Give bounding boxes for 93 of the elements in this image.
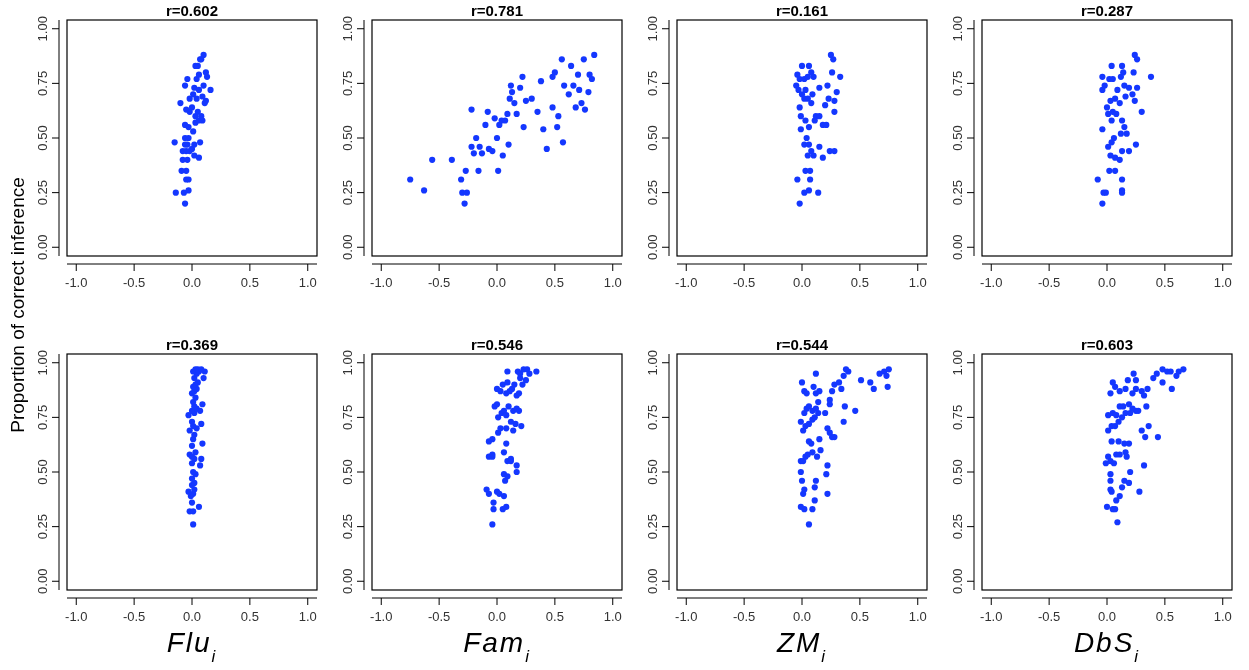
x-tick-label: -1.0: [65, 275, 88, 290]
y-tick-label: 1.00: [340, 16, 355, 42]
x-tick-label: -0.5: [732, 609, 756, 624]
y-tick-label: 1.00: [340, 350, 355, 376]
x-tick-label: 1.0: [1213, 609, 1232, 624]
x-tick-label: 0.0: [1097, 609, 1117, 624]
x-tick-label: 0.0: [792, 609, 812, 624]
y-tick-label: 0.75: [35, 70, 50, 97]
x-axis-title: DbS$_{i}$: [1073, 627, 1141, 666]
y-tick-label: 1.00: [645, 350, 660, 376]
x-tick-label: 0.5: [1155, 609, 1174, 624]
x-tick-label: -0.5: [122, 275, 146, 290]
x-tick-label: 0.0: [487, 609, 507, 624]
x-tick-label: 0.5: [1155, 275, 1174, 290]
x-tick-label: -0.5: [427, 609, 451, 624]
x-tick-label: 1.0: [603, 275, 622, 290]
y-tick-label: 1.00: [35, 350, 50, 376]
y-tick-label: 0.75: [645, 404, 660, 431]
y-tick-label: 0.50: [950, 125, 965, 151]
x-tick-label: 0.0: [792, 275, 812, 290]
x-tick-label: 1.0: [298, 275, 317, 290]
x-tick-label: -0.5: [427, 275, 451, 290]
x-tick-label: -1.0: [675, 609, 698, 624]
y-axis-title: Proportion of correct inference: [7, 177, 28, 433]
chart-title: r=0.287: [1080, 2, 1134, 19]
chart-title: r=0.369: [165, 336, 219, 353]
x-tick-label: 1.0: [908, 609, 927, 624]
chart-title: r=0.603: [1080, 336, 1134, 353]
x-tick-label: -1.0: [675, 275, 698, 290]
y-tick-label: 0.50: [340, 125, 355, 151]
x-tick-label: 0.5: [850, 609, 869, 624]
x-tick-label: -1.0: [980, 275, 1003, 290]
x-tick-label: 0.5: [850, 275, 869, 290]
y-tick-label: 1.00: [35, 16, 50, 42]
chart-title: r=0.602: [165, 2, 219, 19]
x-tick-label: 0.5: [240, 609, 259, 624]
x-tick-label: 1.0: [1213, 275, 1232, 290]
y-tick-label: 0.00: [645, 568, 660, 594]
y-tick-label: 0.50: [950, 459, 965, 485]
y-tick-label: 0.75: [950, 70, 965, 97]
y-tick-label: 0.25: [35, 179, 50, 206]
y-tick-label: 0.50: [35, 125, 50, 151]
x-tick-label: -1.0: [980, 609, 1003, 624]
y-tick-label: 1.00: [950, 350, 965, 376]
x-tick-label: -1.0: [370, 275, 393, 290]
y-tick-label: 0.25: [35, 513, 50, 540]
y-tick-label: 0.50: [35, 459, 50, 485]
y-tick-label: 0.75: [340, 70, 355, 97]
x-tick-label: -0.5: [122, 609, 146, 624]
x-tick-label: -0.5: [732, 275, 756, 290]
chart-title: r=0.161: [775, 2, 829, 19]
y-tick-label: 1.00: [645, 16, 660, 42]
chart-title: r=0.544: [775, 336, 829, 353]
x-tick-label: 1.0: [603, 609, 622, 624]
x-axis-title: Fam$_{i}$: [463, 627, 531, 666]
y-tick-label: 1.00: [950, 16, 965, 42]
y-tick-label: 0.00: [950, 234, 965, 260]
chart-title: r=0.546: [470, 336, 524, 353]
y-tick-label: 0.25: [950, 179, 965, 206]
x-tick-label: -1.0: [370, 609, 393, 624]
y-tick-label: 0.00: [645, 234, 660, 260]
y-tick-label: 0.25: [645, 179, 660, 206]
y-tick-label: 0.00: [340, 568, 355, 594]
x-tick-label: 0.5: [545, 609, 564, 624]
y-tick-label: 0.00: [35, 234, 50, 260]
y-tick-label: 0.00: [950, 568, 965, 594]
y-tick-label: 0.25: [340, 179, 355, 206]
x-tick-label: -0.5: [1037, 609, 1061, 624]
y-tick-label: 0.25: [645, 513, 660, 540]
x-axis-title: Flu$_{i}$: [166, 627, 218, 666]
y-tick-label: 0.75: [340, 404, 355, 431]
y-tick-label: 0.75: [35, 404, 50, 431]
y-tick-label: 0.75: [645, 70, 660, 97]
x-tick-label: 0.0: [182, 275, 202, 290]
x-tick-label: 0.5: [545, 275, 564, 290]
x-axis-title: ZM$_{i}$: [775, 627, 828, 666]
x-tick-label: -1.0: [65, 609, 88, 624]
y-tick-label: 0.00: [340, 234, 355, 260]
x-tick-label: 0.5: [240, 275, 259, 290]
x-tick-label: 0.0: [182, 609, 202, 624]
y-tick-label: 0.00: [35, 568, 50, 594]
x-tick-label: 1.0: [908, 275, 927, 290]
y-tick-label: 0.25: [340, 513, 355, 540]
x-tick-label: 1.0: [298, 609, 317, 624]
y-tick-label: 0.75: [950, 404, 965, 431]
y-tick-label: 0.50: [645, 125, 660, 151]
x-tick-label: 0.0: [1097, 275, 1117, 290]
y-tick-label: 0.50: [340, 459, 355, 485]
y-tick-label: 0.25: [950, 513, 965, 540]
x-tick-label: -0.5: [1037, 275, 1061, 290]
y-tick-label: 0.50: [645, 459, 660, 485]
x-tick-label: 0.0: [487, 275, 507, 290]
chart-title: r=0.781: [470, 2, 524, 19]
